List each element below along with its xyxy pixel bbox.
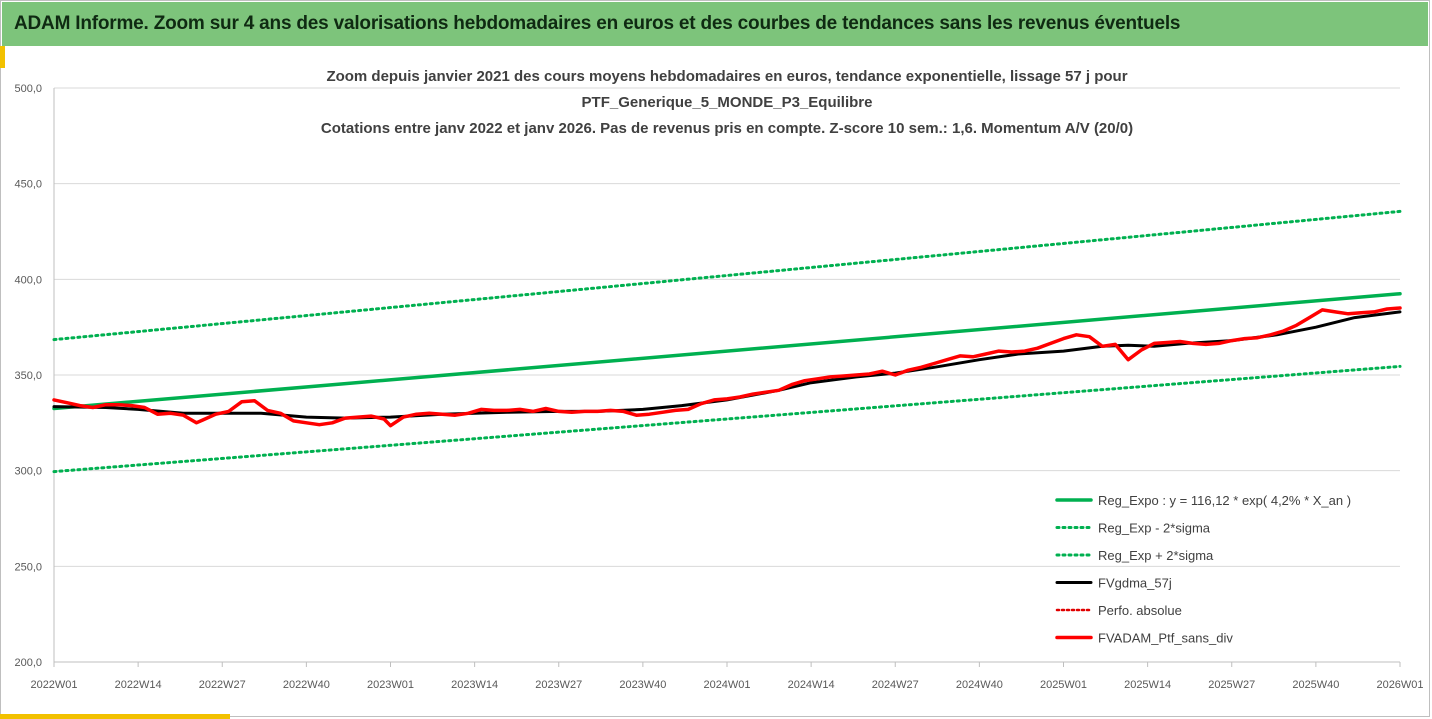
x-tick-label: 2025W27 — [1208, 679, 1255, 691]
legend-entry: FVgdma_57j — [1098, 576, 1172, 591]
x-tick-label: 2024W01 — [703, 679, 750, 691]
x-tick-label: 2025W01 — [1040, 679, 1087, 691]
series-line-1 — [52, 364, 1402, 474]
legend-entry: Reg_Expo : y = 116,12 * exp( 4,2% * X_an… — [1098, 493, 1351, 508]
series-line-2 — [52, 209, 1402, 342]
legend-entry: Perfo. absolue — [1098, 603, 1182, 618]
report-title: ADAM Informe. Zoom sur 4 ans des valoris… — [14, 13, 1181, 34]
y-tick-label: 500,0 — [14, 83, 42, 95]
y-tick-label: 250,0 — [14, 561, 42, 573]
x-tick-label: 2022W14 — [115, 679, 162, 691]
x-tick-label: 2022W40 — [283, 679, 330, 691]
series-line-0 — [52, 291, 1402, 411]
x-tick-label: 2023W01 — [367, 679, 414, 691]
x-tick-label: 2024W27 — [872, 679, 919, 691]
y-tick-label: 450,0 — [14, 179, 42, 191]
chart-title-line: PTF_Generique_5_MONDE_P3_Equilibre — [582, 94, 873, 111]
x-tick-label: 2026W01 — [1376, 679, 1423, 691]
x-tick-label: 2022W01 — [30, 679, 77, 691]
x-tick-label: 2023W40 — [619, 679, 666, 691]
x-tick-label: 2022W27 — [199, 679, 246, 691]
chart-title-line: Cotations entre janv 2022 et janv 2026. … — [321, 120, 1133, 137]
x-tick-label: 2024W14 — [788, 679, 835, 691]
chart-title: Zoom depuis janvier 2021 des cours moyen… — [321, 68, 1133, 137]
series — [52, 209, 1402, 474]
x-tick-label: 2023W27 — [535, 679, 582, 691]
chart-title-line: Zoom depuis janvier 2021 des cours moyen… — [326, 68, 1127, 85]
x-tick-label: 2023W14 — [451, 679, 498, 691]
y-tick-label: 350,0 — [14, 370, 42, 382]
y-tick-label: 400,0 — [14, 274, 42, 286]
series-line-5 — [52, 306, 1402, 428]
y-tick-label: 200,0 — [14, 657, 42, 669]
corner-accent — [0, 46, 5, 68]
x-tick-label: 2025W40 — [1292, 679, 1339, 691]
bottom-accent — [0, 714, 230, 719]
header-bar: ADAM Informe. Zoom sur 4 ans des valoris… — [2, 2, 1428, 46]
grid-lines — [54, 87, 1400, 663]
y-tick-label: 300,0 — [14, 466, 42, 478]
legend: Reg_Expo : y = 116,12 * exp( 4,2% * X_an… — [1055, 493, 1351, 646]
legend-entry: Reg_Exp - 2*sigma — [1098, 521, 1211, 536]
x-tick-label: 2025W14 — [1124, 679, 1171, 691]
axes: 200,0 250,0 300,0 350,0 400,0 450,0 500,0 2022W… — [14, 83, 1423, 691]
x-tick-label: 2024W40 — [956, 679, 1003, 691]
legend-entry: FVADAM_Ptf_sans_div — [1098, 631, 1233, 646]
legend-entry: Reg_Exp + 2*sigma — [1098, 548, 1214, 563]
